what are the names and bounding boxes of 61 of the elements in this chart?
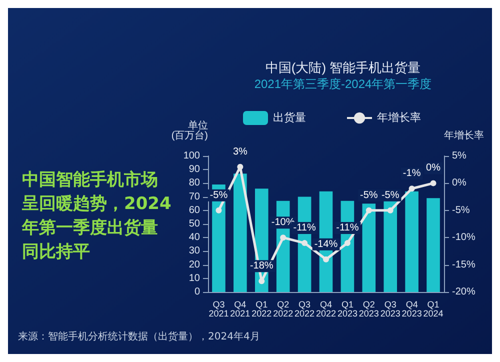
point (366, 207, 372, 214)
x-tick-label: Q4 2023 (402, 300, 422, 318)
y2-tick-label: -5% (452, 204, 470, 216)
y-tick-label: 20 (188, 259, 200, 270)
x-tick-label: Q2 2023 (358, 300, 379, 318)
data-label: 0% (426, 162, 441, 174)
y2-tick-label: -20% (452, 286, 476, 298)
source-note: 来源：智能手机分析统计数据（出货量），2024年4月 (18, 330, 260, 342)
point (258, 278, 265, 284)
x-tick-label: Q2 2022 (273, 300, 294, 318)
x-tick-label: Q4 2022 (316, 300, 336, 318)
y-tick-label: 40 (188, 232, 200, 244)
text: 中国智能手机市场呈回暖趋势，2024年第一季度出货量同比持平 (21, 170, 172, 262)
y2-tick-label: 5% (452, 150, 467, 162)
data-label: -11% (336, 222, 359, 234)
bar (234, 174, 247, 292)
point (408, 186, 415, 192)
y-axis-title: 单位 (百万台) (171, 120, 208, 142)
data-label: -5% (381, 190, 400, 201)
y-tick-label: 80 (188, 178, 200, 189)
x-tick-label: Q3 2023 (380, 300, 400, 318)
point (280, 234, 286, 241)
x-tick-label: Q4 2021 (230, 300, 250, 318)
x-tick-label: Q3 2022 (294, 300, 315, 318)
point (387, 207, 394, 214)
x-tick-label: Q1 2024 (423, 300, 444, 318)
y2-tick-label: -15% (452, 259, 476, 270)
bar (426, 198, 440, 292)
point (237, 164, 244, 170)
y-tick-label: 100 (183, 150, 200, 162)
data-label: 3% (232, 146, 248, 158)
y-tick-label: 50 (188, 218, 200, 230)
legend-label: 出货量 (273, 111, 306, 124)
x-tick-label: Q3 2021 (208, 300, 229, 318)
y-tick-label: 60 (188, 204, 200, 216)
chart-title: 中国(大陆) 智能手机出货量 (265, 60, 421, 75)
x-tick-label: Q1 2022 (252, 300, 272, 318)
y2-axis-title: 年增长率 (444, 130, 484, 142)
data-label: -5% (210, 190, 228, 201)
data-label: -18% (250, 260, 274, 272)
data-label: -1% (402, 168, 421, 180)
data-label: -14% (314, 238, 338, 250)
data-label: -5% (360, 190, 378, 201)
point (344, 240, 350, 246)
chart-subtitle: 2021年第三季度-2024年第一季度 (254, 77, 432, 91)
y-tick-label: 90 (188, 164, 200, 176)
y-tick-label: 70 (188, 191, 200, 202)
y-tick-label: 10 (188, 272, 200, 284)
y2-tick-label: -10% (452, 232, 476, 244)
point (323, 256, 329, 262)
bar (362, 204, 376, 292)
point (216, 207, 222, 214)
point (302, 240, 308, 246)
point (430, 180, 436, 186)
y2-tick-label: 0% (452, 178, 467, 189)
data-label: -11% (293, 222, 316, 234)
y-tick-label: 30 (188, 246, 200, 257)
x-tick-label: Q1 2023 (337, 300, 358, 318)
bar (405, 191, 418, 292)
y-tick-label: 0 (194, 286, 200, 298)
legend-label: 年增长率 (377, 111, 421, 124)
